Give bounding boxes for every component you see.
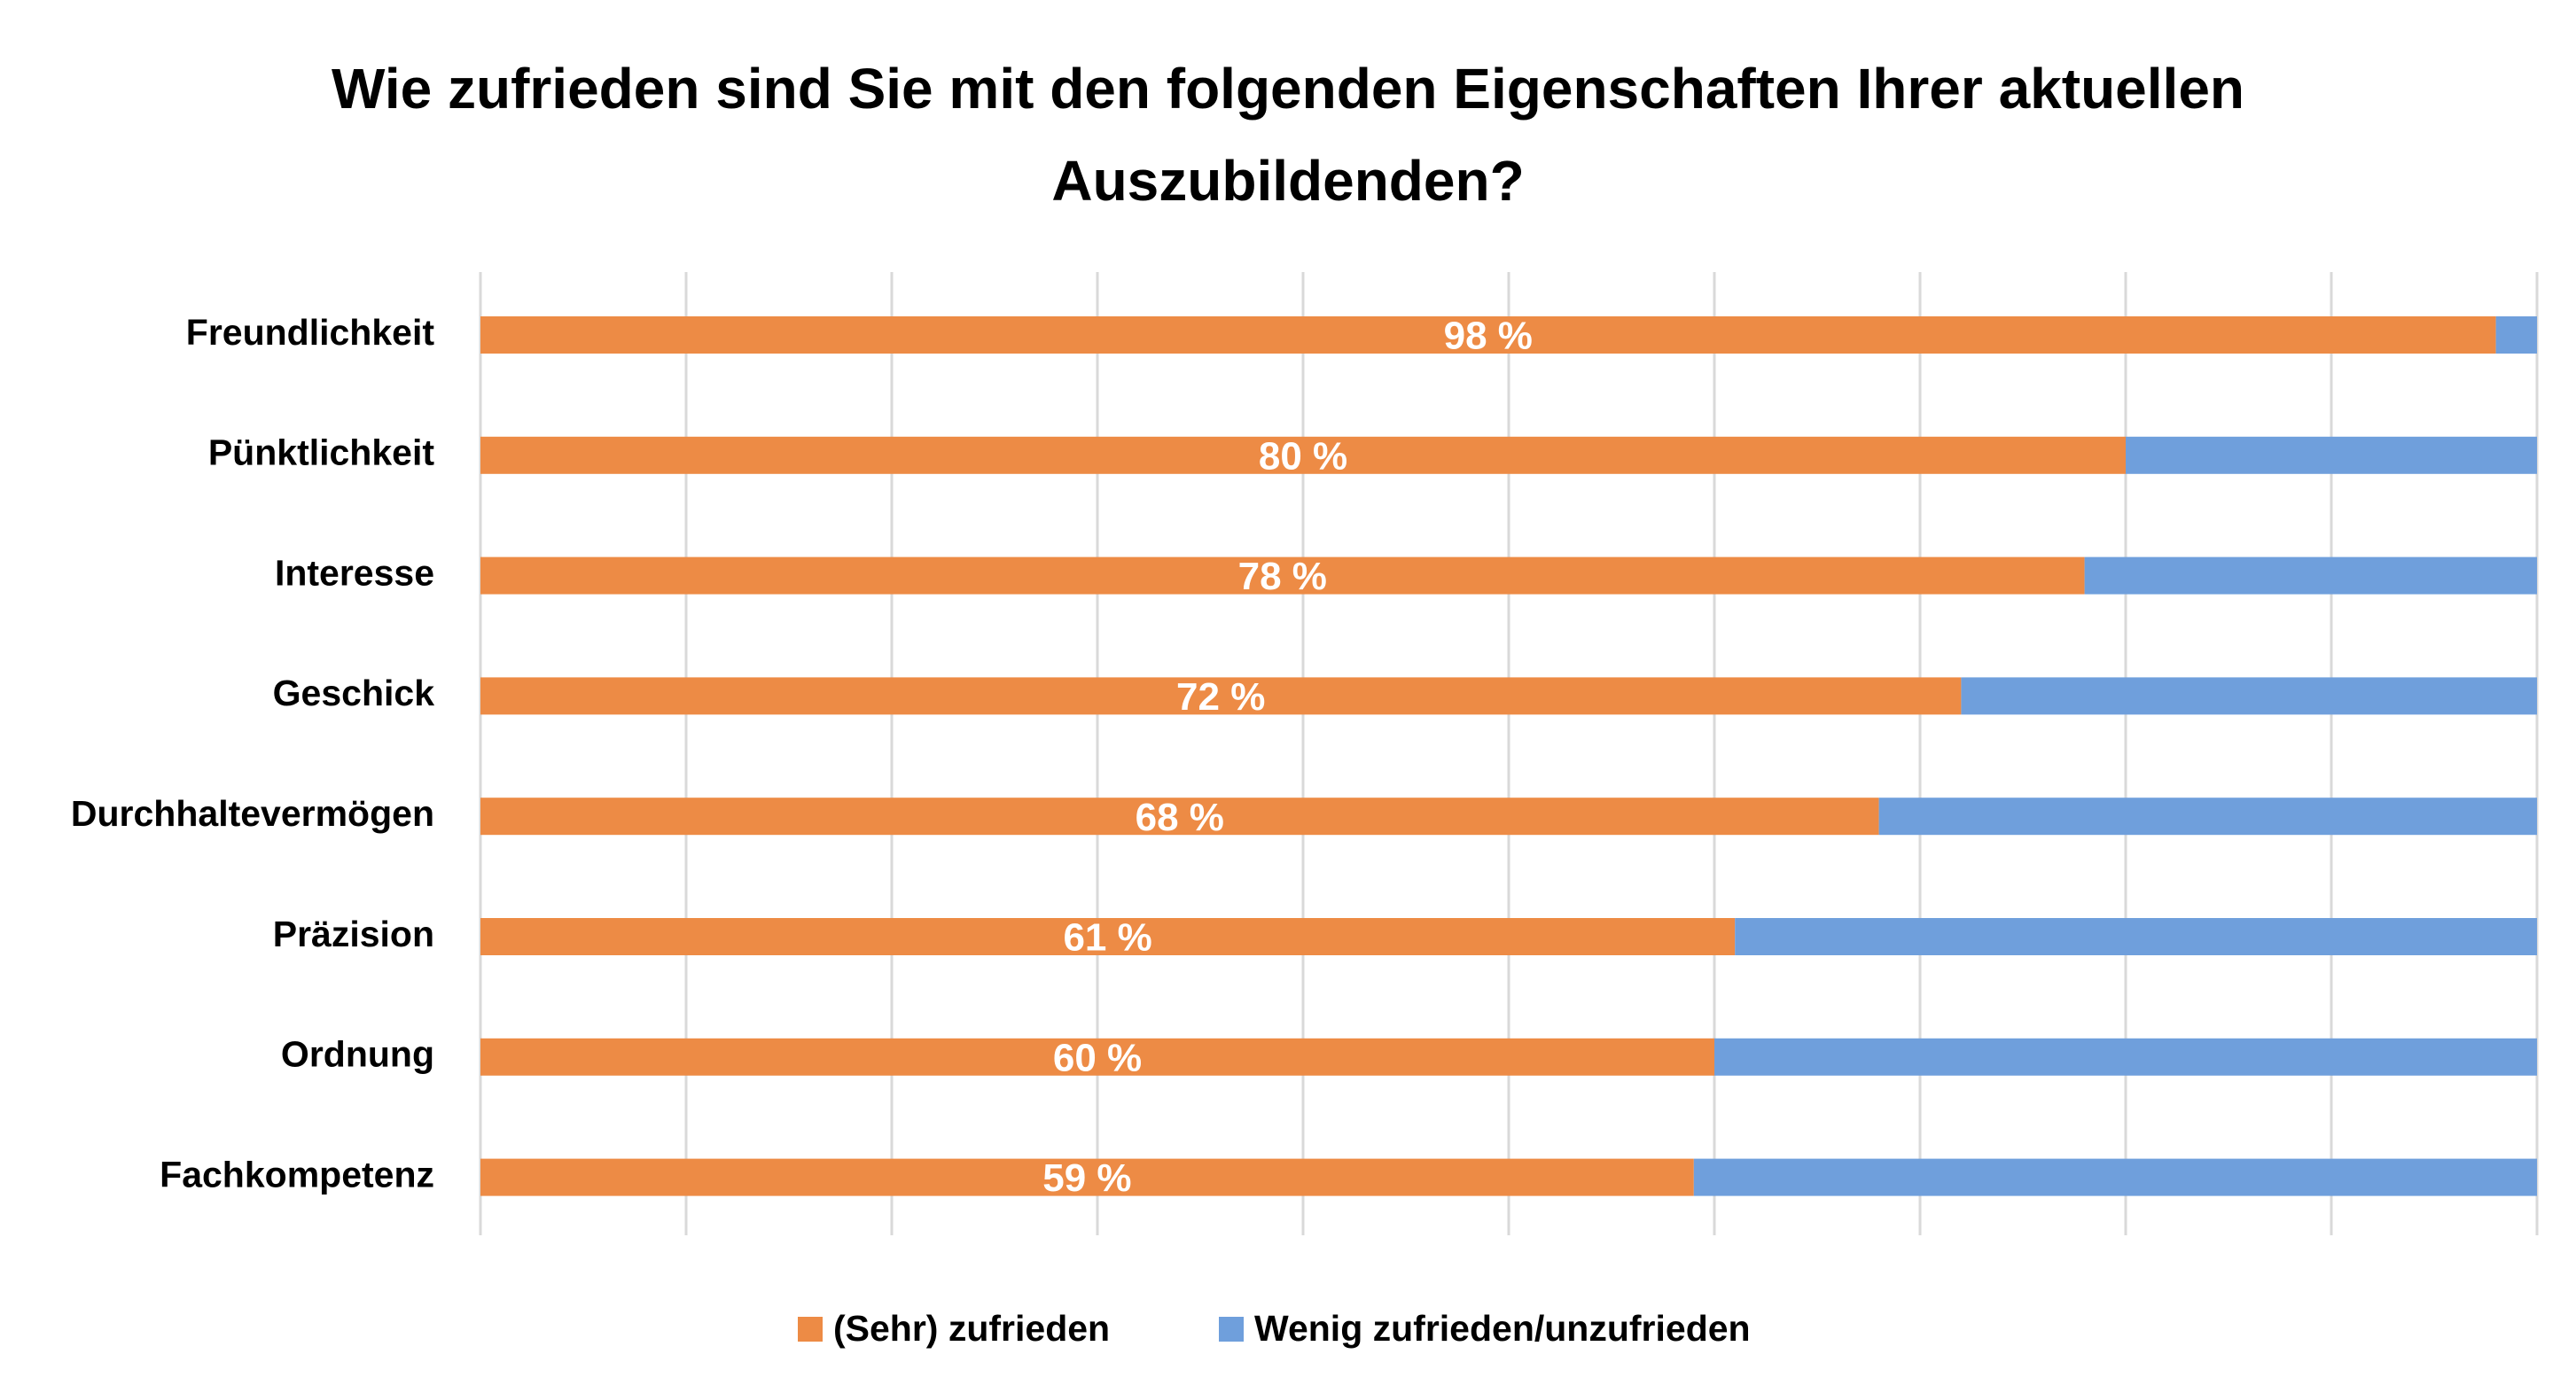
data-label: 98 %	[1444, 315, 1533, 358]
bar-segment	[1735, 918, 2537, 955]
chart-title: Wie zufrieden sind Sie mit den folgenden…	[331, 57, 2245, 213]
legend-label: Wenig zufrieden/unzufrieden	[1254, 1308, 1751, 1349]
bar-segment	[1878, 798, 2537, 836]
legend-swatch	[798, 1317, 823, 1342]
data-label: 80 %	[1259, 434, 1347, 478]
y-tick-label: Präzision	[273, 914, 434, 954]
bar-segment	[2084, 556, 2537, 595]
data-label: 59 %	[1042, 1156, 1131, 1200]
data-label: 68 %	[1136, 796, 1224, 839]
bar-segment	[480, 556, 2085, 595]
data-label: 72 %	[1176, 675, 1265, 719]
data-label: 61 %	[1063, 916, 1151, 960]
bar-segment	[2495, 316, 2537, 354]
y-tick-label: Ordnung	[281, 1034, 434, 1075]
legend-label: (Sehr) zufrieden	[833, 1308, 1110, 1349]
y-tick-label: Geschick	[273, 673, 435, 713]
y-tick-label: Pünktlichkeit	[208, 432, 435, 473]
y-tick-label: Interesse	[275, 552, 434, 593]
y-tick-label: Freundlichkeit	[186, 312, 435, 353]
bar-segment	[1693, 1158, 2537, 1196]
bar-segment	[480, 316, 2496, 354]
y-tick-label: Durchhaltevermögen	[71, 793, 434, 834]
bar-segment	[1961, 677, 2537, 715]
bar-segment	[480, 798, 1879, 836]
legend-swatch	[1219, 1317, 1244, 1342]
bar-segment	[2126, 436, 2537, 474]
bar-segment	[480, 918, 1736, 955]
bar-segment	[1714, 1038, 2537, 1076]
data-label: 60 %	[1053, 1036, 1142, 1079]
bar-segment	[480, 677, 1962, 715]
data-label: 78 %	[1238, 555, 1327, 598]
bar-segment	[480, 1158, 1694, 1196]
y-tick-label: Fachkompetenz	[160, 1154, 434, 1195]
bar-segment	[480, 1038, 1714, 1076]
bar-segment	[480, 436, 2126, 474]
